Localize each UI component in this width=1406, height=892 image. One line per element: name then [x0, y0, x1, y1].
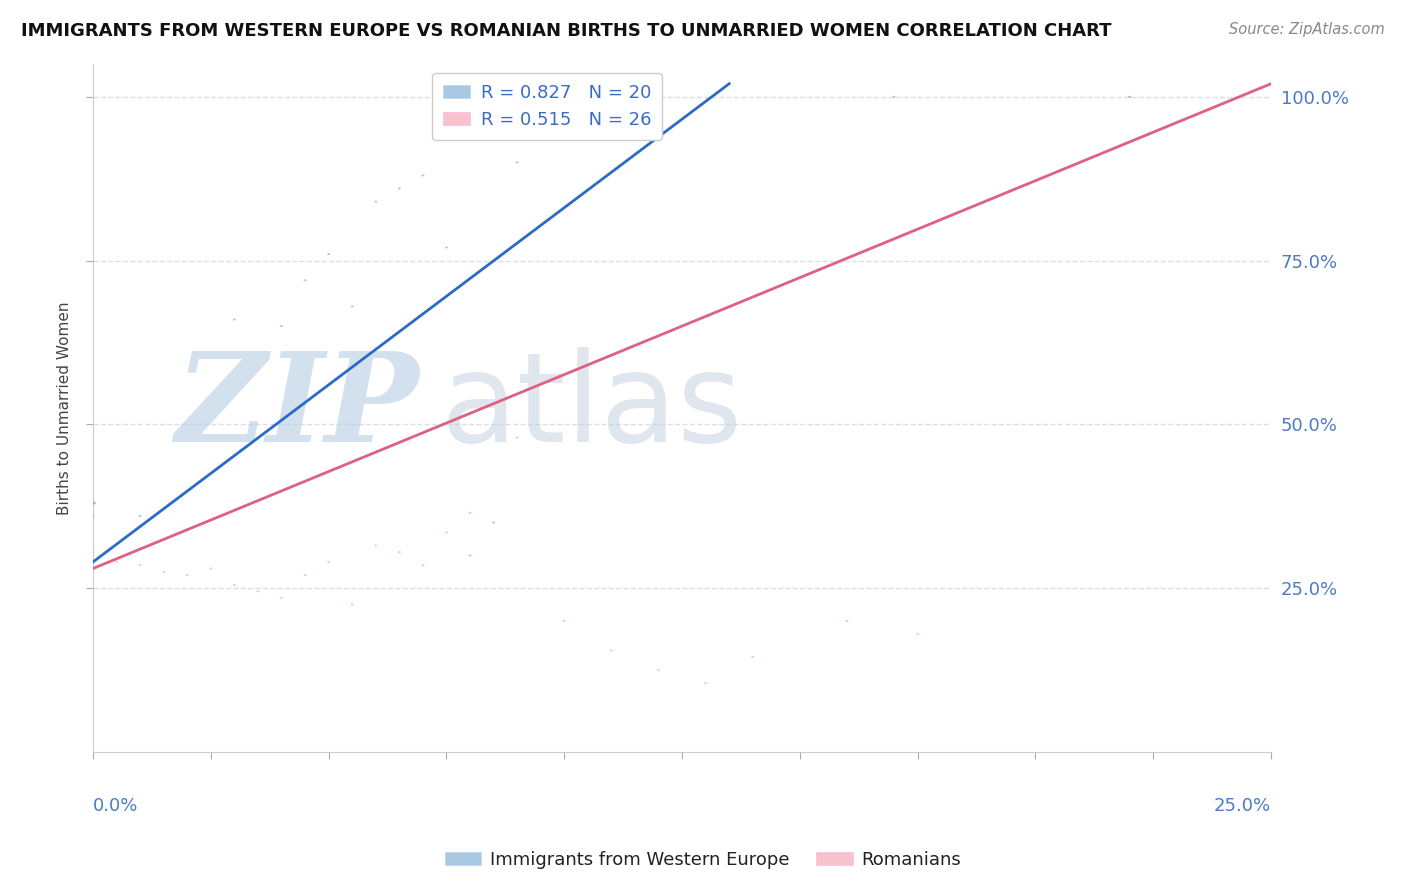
Ellipse shape [90, 502, 96, 504]
Legend: R = 0.827   N = 20, R = 0.515   N = 26: R = 0.827 N = 20, R = 0.515 N = 26 [432, 73, 662, 140]
Text: ZIP: ZIP [176, 347, 419, 468]
Text: IMMIGRANTS FROM WESTERN EUROPE VS ROMANIAN BIRTHS TO UNMARRIED WOMEN CORRELATION: IMMIGRANTS FROM WESTERN EUROPE VS ROMANI… [21, 22, 1112, 40]
Y-axis label: Births to Unmarried Women: Births to Unmarried Women [58, 301, 72, 515]
Text: Source: ZipAtlas.com: Source: ZipAtlas.com [1229, 22, 1385, 37]
Text: 25.0%: 25.0% [1213, 797, 1271, 814]
Legend: Immigrants from Western Europe, Romanians: Immigrants from Western Europe, Romanian… [437, 844, 969, 876]
Text: atlas: atlas [440, 348, 742, 468]
Text: 0.0%: 0.0% [93, 797, 138, 814]
